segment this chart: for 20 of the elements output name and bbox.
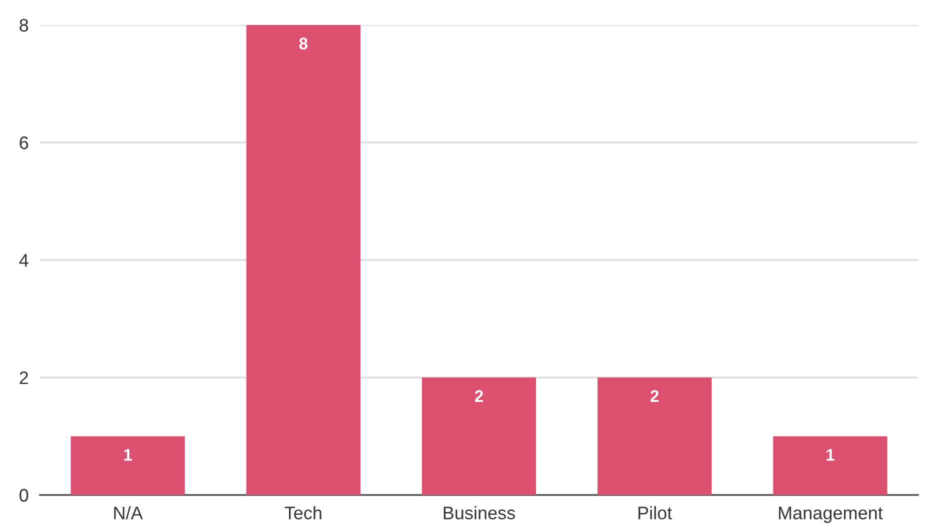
x-tick-label: Tech — [284, 506, 322, 520]
bar — [422, 378, 536, 495]
data-label: 1 — [826, 449, 834, 461]
x-tick-label: Management — [778, 506, 883, 523]
data-label: 8 — [299, 38, 308, 50]
data-label: 1 — [124, 449, 132, 461]
bar — [598, 378, 712, 495]
y-tick-label: 4 — [19, 254, 28, 267]
data-label: 2 — [650, 390, 659, 402]
y-tick-label: 8 — [20, 18, 28, 32]
data-label: 2 — [474, 390, 483, 402]
bar — [70, 436, 185, 495]
y-tick-label: 2 — [20, 371, 28, 384]
bar — [246, 25, 360, 495]
x-tick-label: Pilot — [638, 506, 672, 520]
x-tick-label: Business — [444, 506, 515, 520]
y-tick-label: 6 — [20, 136, 28, 150]
bar — [773, 436, 888, 495]
y-tick-label: 0 — [20, 488, 28, 502]
x-tick-label: N/A — [114, 506, 143, 520]
